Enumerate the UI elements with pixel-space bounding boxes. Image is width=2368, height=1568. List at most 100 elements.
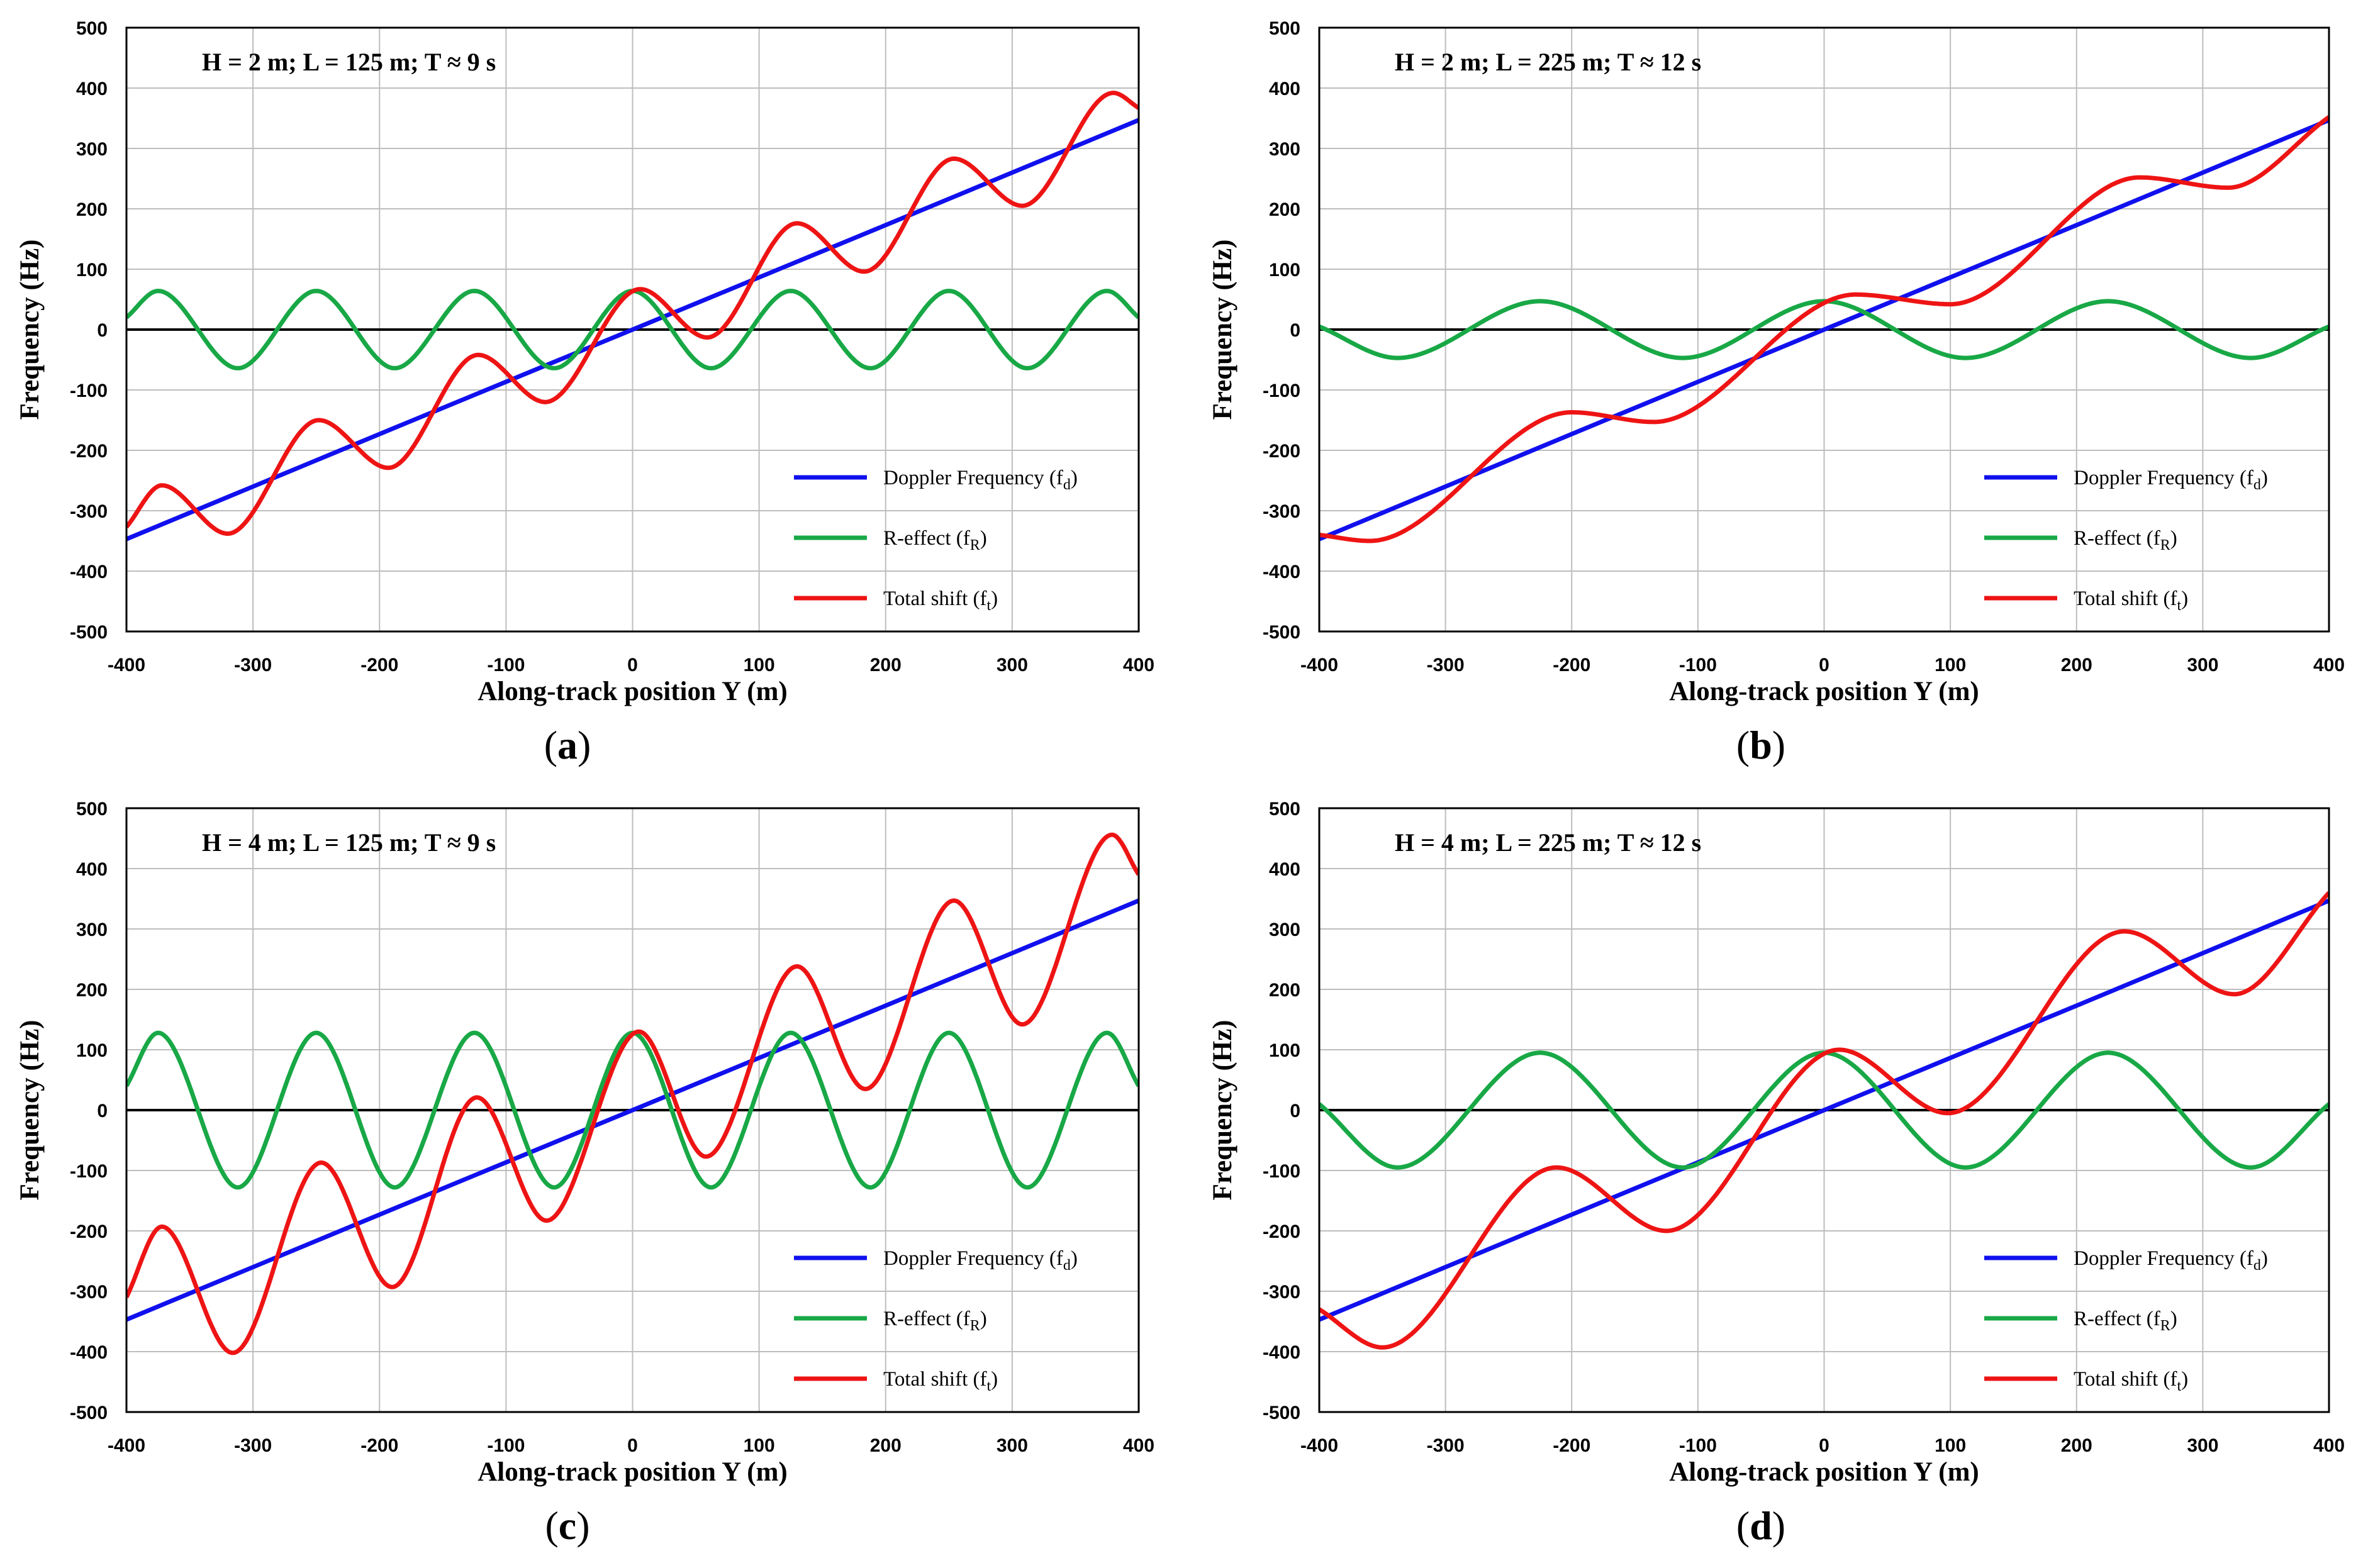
- panel-caption: (c): [545, 1503, 589, 1548]
- legend: Doppler Frequency (fd) R-effect (fR) Total…: [794, 1247, 1078, 1394]
- legend-label: Doppler Frequency (fd): [883, 467, 1078, 493]
- y-tick-label: 100: [1269, 1040, 1300, 1061]
- y-tick-label: -500: [70, 622, 108, 643]
- y-tick-label: -300: [1263, 501, 1300, 522]
- x-tick-label: 200: [2061, 1435, 2092, 1456]
- x-tick-label: 100: [1935, 1435, 1966, 1456]
- legend: Doppler Frequency (fd) R-effect (fR) Total…: [1984, 467, 2268, 614]
- x-tick-label: -400: [108, 1435, 145, 1456]
- legend-label: R-effect (fR): [883, 527, 987, 553]
- y-tick-label: 0: [97, 1101, 108, 1121]
- legend: Doppler Frequency (fd) R-effect (fR) Total…: [794, 467, 1078, 614]
- y-tick-label: 500: [1269, 799, 1300, 820]
- x-tick-label: -300: [234, 1435, 272, 1456]
- legend-label: Doppler Frequency (fd): [883, 1247, 1078, 1274]
- x-axis-label: Along-track position Y (m): [478, 677, 787, 706]
- y-tick-label: 200: [1269, 199, 1300, 220]
- y-tick-label: -100: [1263, 381, 1300, 401]
- x-tick-label: 200: [2061, 655, 2092, 676]
- y-tick-label: 0: [1290, 320, 1300, 341]
- legend-label: R-effect (fR): [2074, 1308, 2177, 1334]
- y-tick-label: 300: [76, 139, 108, 160]
- legend: Doppler Frequency (fd) R-effect (fR) Total…: [1984, 1247, 2268, 1394]
- y-tick-label: -400: [1263, 1342, 1300, 1363]
- plot-frame: [125, 26, 1140, 633]
- y-tick-label: 500: [1269, 18, 1300, 39]
- y-tick-label: 100: [1269, 260, 1300, 281]
- x-axis-label: Along-track position Y (m): [1669, 677, 1979, 706]
- x-tick-label: 200: [870, 1435, 902, 1456]
- y-tick-label: 400: [76, 79, 108, 99]
- y-axis-label: Frequency (Hz): [1208, 240, 1237, 420]
- chart-panel-c: -400 -300 -200 -100 0 100 200 300 400 500 400 300 20…: [15, 799, 1154, 1548]
- y-tick-label: 400: [76, 859, 108, 880]
- panel-annotation: H = 4 m; L = 125 m; T ≈ 9 s: [202, 828, 496, 857]
- y-tick-label: -500: [70, 1403, 108, 1423]
- panel-annotation: H = 4 m; L = 225 m; T ≈ 12 s: [1395, 828, 1701, 857]
- x-tick-label: -300: [234, 655, 272, 676]
- y-tick-label: -200: [1263, 441, 1300, 462]
- x-tick-label: 0: [627, 655, 638, 676]
- panel-annotation: H = 2 m; L = 225 m; T ≈ 12 s: [1395, 48, 1701, 76]
- y-tick-label: 100: [76, 260, 108, 281]
- x-tick-label: -200: [1553, 1435, 1590, 1456]
- total-shift-line: [1319, 891, 2329, 1350]
- y-tick-label: 0: [97, 320, 108, 341]
- panel-caption: (b): [1736, 723, 1785, 767]
- legend-label: Doppler Frequency (fd): [2074, 1247, 2268, 1274]
- x-tick-label: 400: [2313, 655, 2345, 676]
- x-tick-label: 400: [1123, 655, 1154, 676]
- y-tick-label: 300: [1269, 139, 1300, 160]
- y-tick-label: -400: [70, 1342, 108, 1363]
- x-tick-label: 300: [997, 655, 1028, 676]
- y-tick-label: 0: [1290, 1101, 1300, 1121]
- x-tick-label: -300: [1427, 1435, 1465, 1456]
- y-tick-label: -300: [70, 501, 108, 522]
- x-tick-label: -400: [108, 655, 145, 676]
- legend-label: Doppler Frequency (fd): [2074, 467, 2268, 493]
- x-tick-label: -100: [487, 1435, 525, 1456]
- x-tick-label: 0: [1819, 1435, 1829, 1456]
- x-tick-label: -300: [1427, 655, 1465, 676]
- x-tick-label: -400: [1300, 1435, 1338, 1456]
- y-tick-label: -500: [1263, 622, 1300, 643]
- x-tick-label: 0: [627, 1435, 638, 1456]
- plot-frame: [125, 807, 1140, 1413]
- y-tick-label: 200: [76, 199, 108, 220]
- legend-label: Total shift (ft): [2074, 1368, 2188, 1394]
- x-tick-label: 400: [2313, 1435, 2345, 1456]
- x-tick-label: -100: [1679, 655, 1717, 676]
- x-tick-label: -400: [1300, 655, 1338, 676]
- y-tick-label: 400: [1269, 79, 1300, 99]
- x-tick-label: 300: [2187, 1435, 2218, 1456]
- legend-label: Total shift (ft): [2074, 587, 2188, 614]
- x-tick-label: 100: [1935, 655, 1966, 676]
- plot-frame: [1318, 807, 2330, 1413]
- x-tick-label: -200: [360, 655, 398, 676]
- y-tick-label: -200: [70, 441, 108, 462]
- y-tick-label: -400: [70, 562, 108, 582]
- y-tick-label: 100: [76, 1040, 108, 1061]
- y-tick-label: -300: [1263, 1282, 1300, 1303]
- chart-panel-d: -400 -300 -200 -100 0 100 200 300 400 500 400 300 20…: [1208, 799, 2345, 1548]
- y-tick-label: -400: [1263, 562, 1300, 582]
- x-tick-label: 200: [870, 655, 902, 676]
- y-tick-label: 400: [1269, 859, 1300, 880]
- x-tick-label: -200: [360, 1435, 398, 1456]
- total-shift-line: [1319, 115, 2329, 543]
- grid: [126, 27, 1139, 632]
- y-axis-label: Frequency (Hz): [15, 240, 45, 420]
- x-tick-label: -100: [1679, 1435, 1717, 1456]
- y-tick-label: 500: [76, 799, 108, 820]
- y-tick-label: 200: [1269, 980, 1300, 1001]
- y-tick-label: -200: [70, 1221, 108, 1242]
- y-tick-label: 500: [76, 18, 108, 39]
- chart-panel-b: -400 -300 -200 -100 0 100 200 300 400 500 400 300 20…: [1208, 18, 2345, 767]
- panel-caption: (a): [544, 723, 591, 767]
- y-tick-label: -100: [1263, 1161, 1300, 1182]
- y-tick-label: 200: [76, 980, 108, 1001]
- legend-label: Total shift (ft): [883, 587, 998, 614]
- total-shift-line: [126, 91, 1139, 536]
- chart-panel-a: -400 -300 -200 -100 0 100 200 300 400 500 400 300 20…: [15, 18, 1154, 767]
- x-axis-label: Along-track position Y (m): [478, 1457, 787, 1487]
